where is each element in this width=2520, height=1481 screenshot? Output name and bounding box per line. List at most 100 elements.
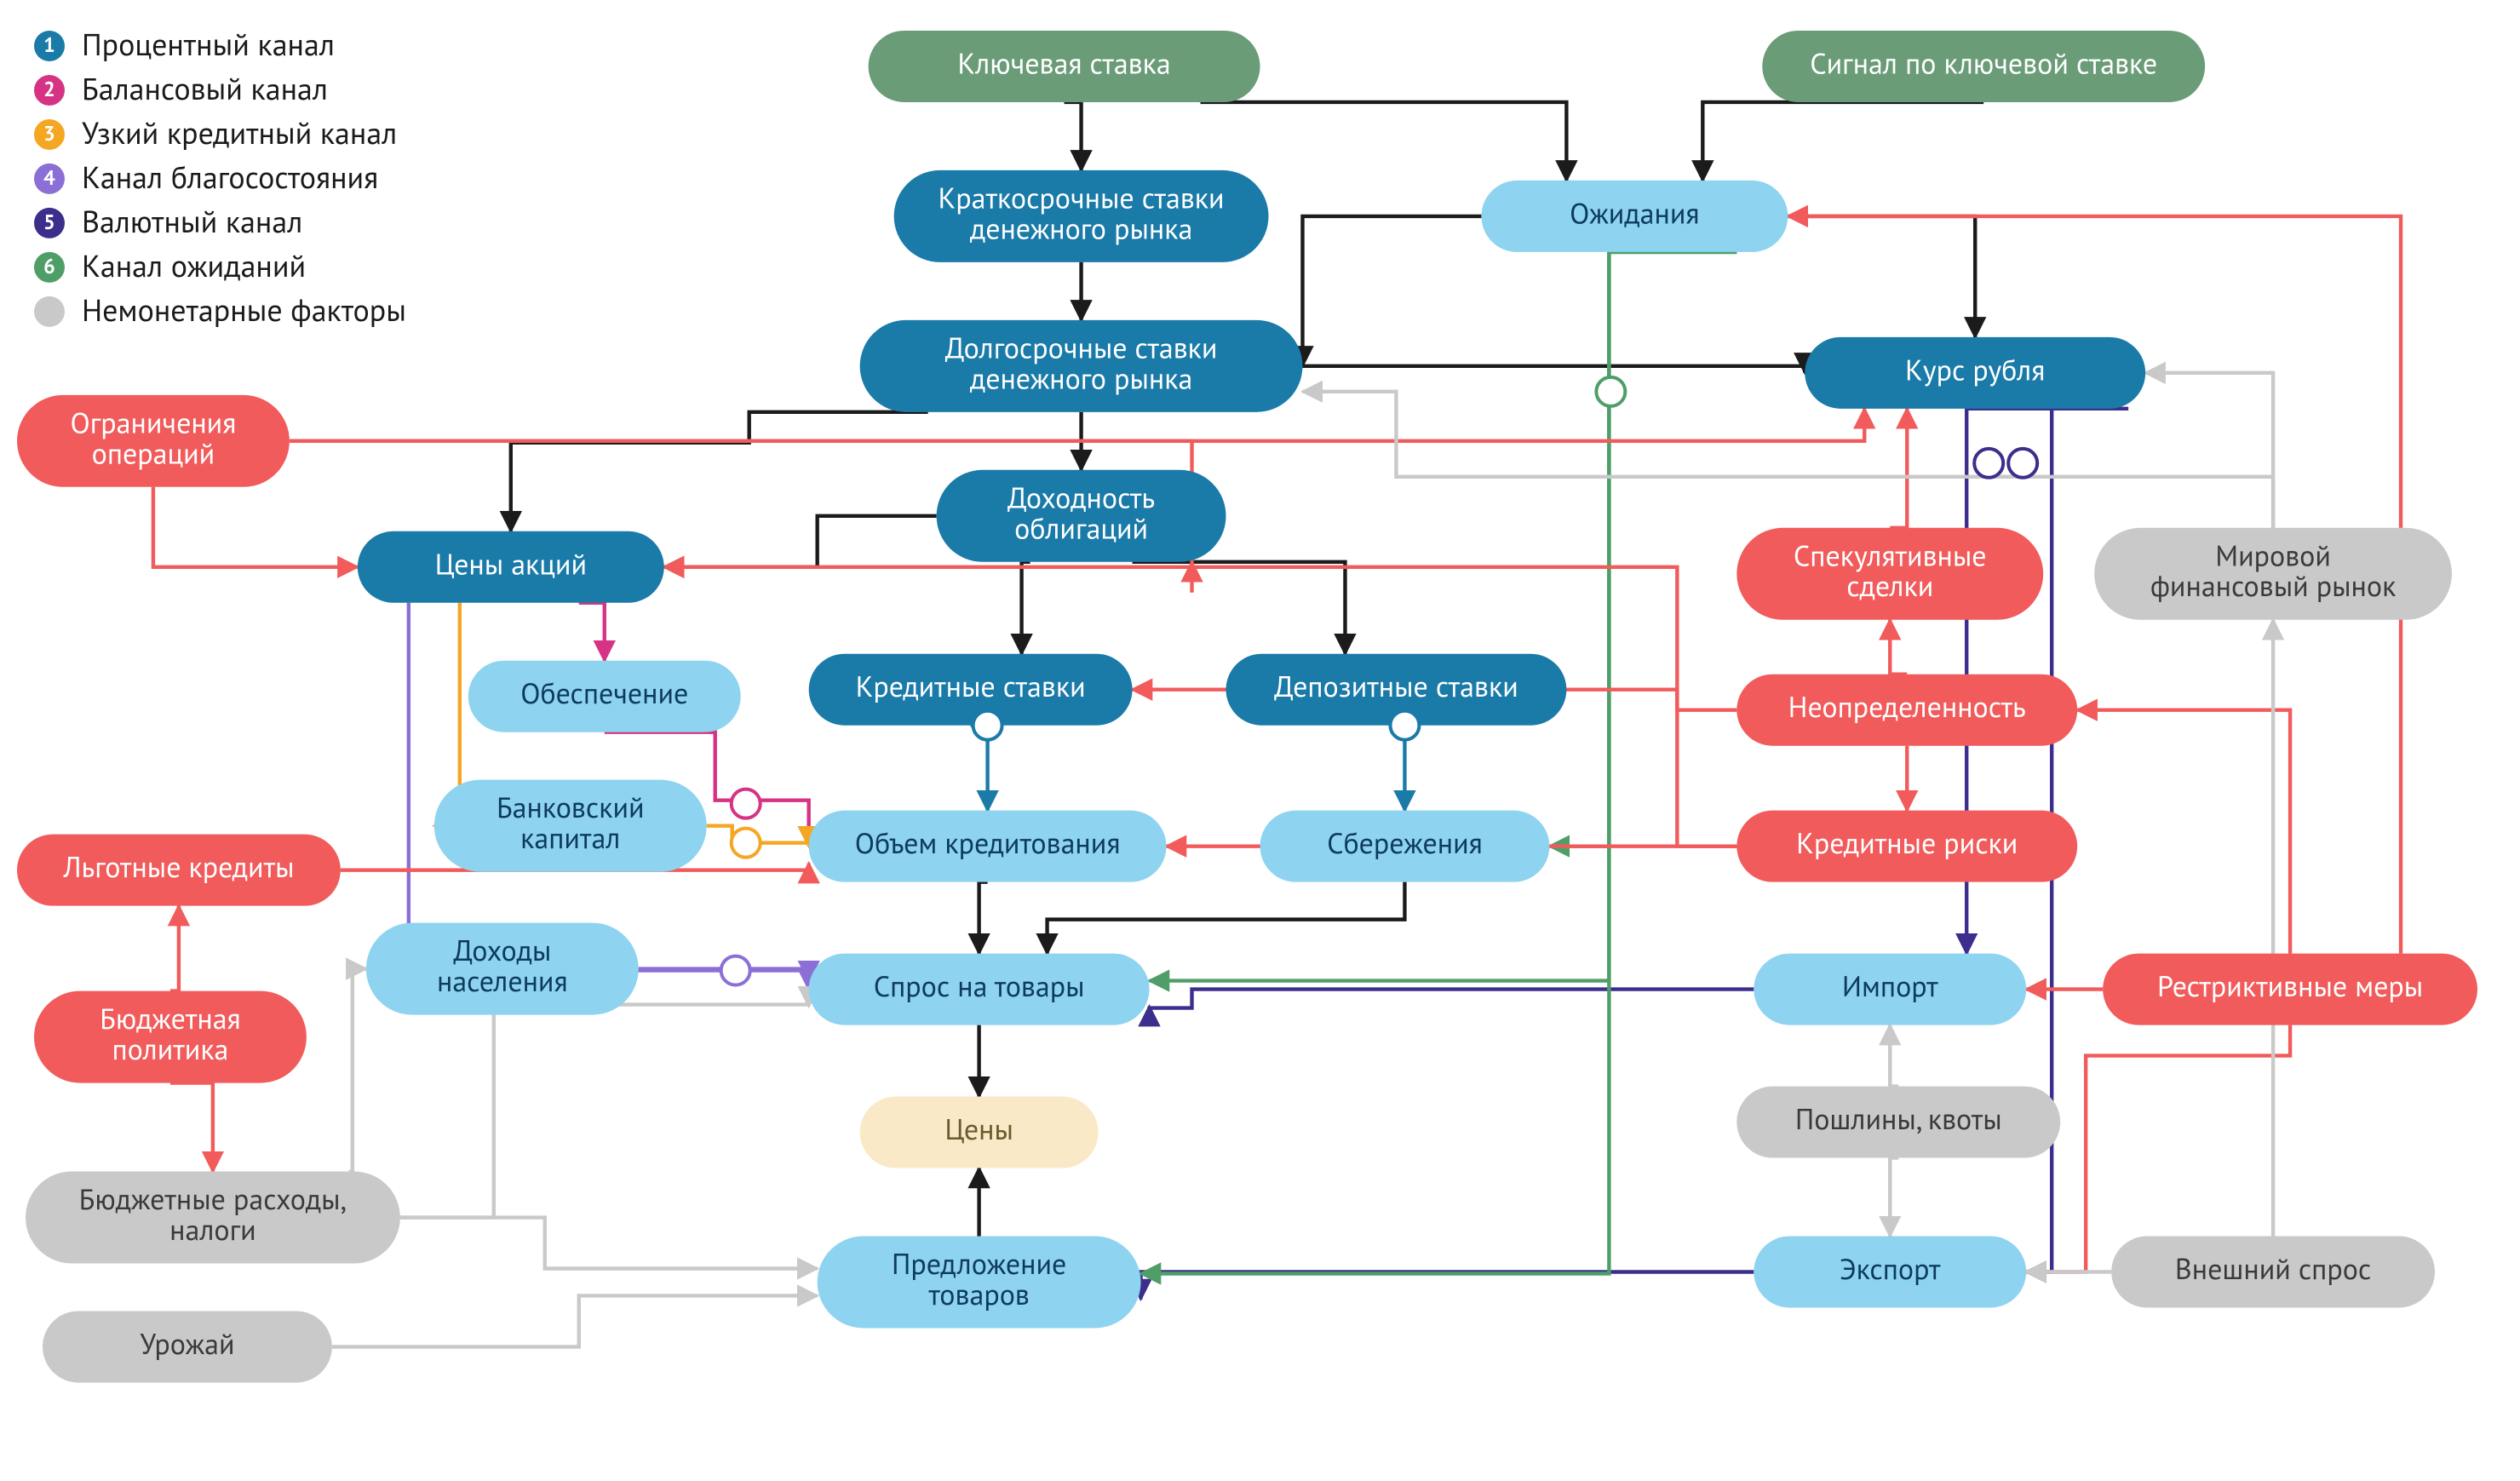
node-key_rate-label: Ключевая ставка — [957, 44, 1170, 82]
edge-long_rates-stock_prices — [511, 412, 928, 531]
node-soft_loans-label: Льготные кредиты — [62, 848, 294, 886]
node-bond_yield: Доходностьоблигаций — [937, 470, 1226, 562]
edge-badge-1-label: 1 — [1399, 711, 1411, 738]
node-demand_goods-label: Спрос на товары — [874, 967, 1085, 1005]
edge-key_signal-expectations — [1702, 102, 1983, 181]
legend-label-6: Немонетарные факторы — [82, 290, 406, 330]
edge-badge-2-label: 2 — [740, 789, 752, 816]
edge-badge-6-label: 6 — [1605, 377, 1617, 404]
node-long_rates: Долгосрочные ставкиденежного рынка — [860, 320, 1303, 412]
edge-spec_deals-ruble_rate — [1890, 409, 1907, 528]
node-restrictive-label: Рестриктивные меры — [2157, 967, 2423, 1005]
node-harvest: Урожай — [43, 1311, 332, 1382]
edge-tariffs-export — [1890, 1158, 1898, 1237]
legend-marker-6 — [34, 296, 65, 327]
node-bond_yield-label: облигаций — [1014, 509, 1148, 547]
edge-stock_prices-collateral — [579, 603, 605, 661]
node-hh_income-label: населения — [437, 962, 568, 1000]
edge-bond_yield-deposit_rates — [1133, 562, 1346, 654]
edge-import-demand_goods — [1150, 990, 1754, 1008]
edge-savings-demand_goods — [1048, 882, 1405, 954]
node-soft_loans: Льготные кредиты — [17, 835, 341, 906]
node-demand_goods: Спрос на товары — [809, 954, 1150, 1025]
edge-badge-5-label: 5 — [1983, 449, 1995, 475]
legend-label-3: Канал благосостояния — [82, 157, 378, 197]
node-bank_capital-label: капитал — [520, 819, 620, 857]
node-ext_demand-label: Внешний спрос — [2175, 1250, 2371, 1288]
edge-credit_volume-demand_goods — [979, 882, 988, 954]
node-key_rate: Ключевая ставка — [869, 31, 1260, 102]
legend-marker-2-num: 3 — [43, 120, 55, 146]
edge-op_limits-ruble_rate — [290, 409, 1864, 441]
edge-budget_exp-supply_goods — [400, 1218, 818, 1269]
node-spec_deals-label: сделки — [1846, 567, 1933, 605]
node-world_fin-label: финансовый рынок — [2150, 567, 2397, 605]
node-ruble_rate-label: Курс рубля — [1905, 351, 2045, 388]
edge-uncertainty-spec_deals — [1890, 620, 1907, 674]
node-expectations: Ожидания — [1481, 181, 1788, 252]
legend-label-5: Канал ожиданий — [82, 245, 306, 285]
node-credit_volume-label: Объем кредитования — [855, 824, 1121, 862]
legend-label-2: Узкий кредитный канал — [82, 112, 397, 152]
edge-restrictive-export — [2026, 1025, 2290, 1272]
node-savings-label: Сбережения — [1327, 824, 1483, 862]
node-ext_demand: Внешний спрос — [2111, 1237, 2435, 1308]
node-credit_risks: Кредитные риски — [1736, 811, 2077, 882]
legend-marker-0-num: 1 — [43, 32, 55, 58]
legend-marker-3-num: 4 — [43, 164, 55, 191]
node-hh_income: Доходынаселения — [366, 923, 639, 1015]
node-world_fin: Мировойфинансовый рынок — [2094, 528, 2452, 620]
node-expectations-label: Ожидания — [1570, 194, 1699, 232]
node-restrictive: Рестриктивные меры — [2103, 954, 2477, 1025]
edge-key_rate-short_rates — [1065, 102, 1082, 170]
node-collateral: Обеспечение — [468, 661, 741, 732]
edge-bond_yield-stock_prices — [664, 516, 937, 567]
node-spec_deals: Спекулятивныесделки — [1736, 528, 2043, 620]
edge-budget_policy-soft_loans — [170, 906, 179, 991]
transmission-diagram: Ключевая ставкаСигнал по ключевой ставке… — [0, 0, 2520, 1481]
legend-marker-1-num: 2 — [43, 76, 55, 102]
node-credit_risks-label: Кредитные риски — [1796, 824, 2018, 862]
node-op_limits: Ограниченияопераций — [17, 395, 290, 487]
node-collateral-label: Обеспечение — [520, 674, 688, 712]
node-import: Импорт — [1754, 954, 2026, 1025]
edge-budget_policy-budget_exp — [170, 1083, 213, 1172]
node-short_rates: Краткосрочные ставкиденежного рынка — [894, 170, 1269, 262]
node-stock_prices: Цены акций — [358, 531, 664, 603]
node-op_limits-label: операций — [92, 434, 215, 472]
node-credit_rates: Кредитные ставки — [809, 654, 1133, 726]
legend: 1 Процентный канал 2 Балансовый канал 3 Узкий… — [34, 24, 406, 330]
node-short_rates-label: денежного рынка — [970, 210, 1192, 247]
node-stock_prices-label: Цены акций — [435, 545, 587, 583]
edge-export-supply_goods — [1141, 1271, 1754, 1299]
node-ruble_rate: Курс рубля — [1805, 337, 2145, 409]
diagram-root: Ключевая ставкаСигнал по ключевой ставке… — [0, 0, 2520, 1481]
node-budget_policy: Бюджетнаяполитика — [34, 991, 307, 1083]
node-bank_capital: Банковскийкапитал — [434, 780, 707, 872]
node-credit_volume: Объем кредитования — [809, 811, 1167, 882]
nodes-layer: Ключевая ставкаСигнал по ключевой ставке… — [17, 31, 2477, 1382]
edge-badge-1-label: 1 — [982, 711, 994, 738]
edge-badge-3-label: 3 — [740, 829, 752, 855]
node-supply_goods-label: товаров — [928, 1276, 1030, 1313]
edge-badge-5-label: 5 — [2017, 449, 2029, 475]
edge-budget_exp-hh_income — [349, 969, 366, 1172]
legend-marker-4-num: 5 — [43, 209, 55, 235]
legend-label-4: Валютный канал — [82, 201, 302, 241]
node-budget_exp-label: налоги — [169, 1211, 256, 1249]
node-budget_policy-label: политика — [112, 1030, 228, 1068]
edge-budget_exp-demand_goods — [400, 1005, 809, 1218]
node-long_rates-label: денежного рынка — [970, 359, 1192, 397]
edge-badge-4-label: 4 — [730, 956, 742, 983]
edge-bond_yield-credit_rates — [1022, 562, 1030, 654]
node-tariffs: Пошлины, квоты — [1736, 1087, 2060, 1158]
node-export-label: Экспорт — [1840, 1250, 1941, 1288]
node-savings: Сбережения — [1260, 811, 1550, 882]
edge-expectations-long_rates — [1302, 216, 1481, 366]
legend-label-0: Процентный канал — [82, 24, 335, 64]
legend-marker-5-num: 6 — [43, 253, 55, 279]
edge-op_limits-stock_prices — [153, 487, 358, 567]
legend-label-1: Балансовый канал — [82, 68, 328, 108]
node-budget_exp: Бюджетные расходы,налоги — [26, 1172, 400, 1264]
edge-expectations-ruble_rate — [1788, 216, 1975, 337]
